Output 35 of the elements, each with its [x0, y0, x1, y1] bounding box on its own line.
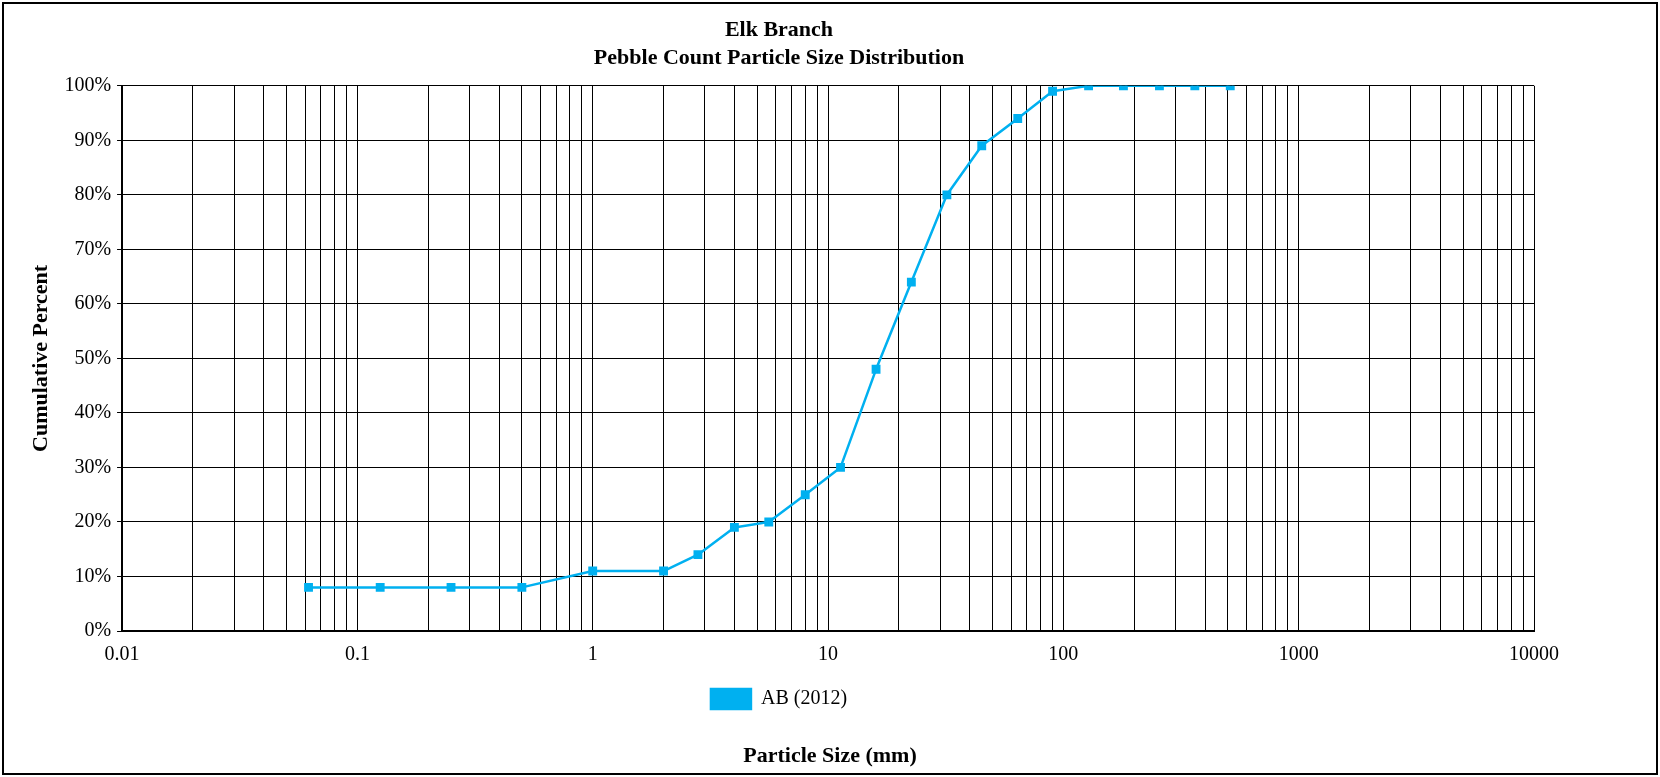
y-axis-title: Cumulative Percent: [26, 264, 52, 452]
y-tick-label: 0%: [84, 618, 112, 641]
x-axis-title: Particle Size (mm): [742, 742, 918, 768]
y-tick-label: 20%: [74, 509, 112, 532]
x-tick-label: 10: [818, 642, 839, 665]
y-tick-label: 10%: [74, 563, 112, 586]
x-tick-label: 1: [587, 642, 598, 665]
point: [906, 277, 916, 287]
y-tick-label: 90%: [74, 127, 112, 150]
point: [729, 522, 739, 532]
y-tick-label: 100%: [64, 73, 112, 96]
x-tick-label: 100: [1048, 642, 1079, 665]
point: [693, 550, 703, 560]
point: [764, 517, 774, 527]
x-tick-label: 0.1: [344, 642, 370, 665]
x-tick-label: 0.01: [104, 642, 140, 665]
y-tick-label: 50%: [74, 345, 112, 368]
point: [942, 190, 952, 200]
point: [659, 566, 668, 576]
chart-title: Elk Branch: [724, 15, 834, 41]
y-tick-label: 30%: [74, 454, 112, 477]
point: [800, 490, 810, 500]
point: [1048, 86, 1058, 96]
x-tick-label: 10000: [1509, 642, 1559, 665]
legend-label: AB (2012): [760, 686, 848, 710]
point: [1013, 114, 1023, 123]
y-tick-label: 40%: [74, 400, 112, 423]
y-tick-label: 70%: [74, 236, 112, 259]
chart-subtitle: Pebble Count Particle Size Distribution: [593, 44, 965, 70]
point: [977, 141, 987, 151]
y-tick-label: 60%: [74, 291, 112, 314]
point: [871, 364, 881, 374]
x-tick-label: 1000: [1278, 642, 1319, 665]
y-tick-label: 80%: [74, 182, 112, 205]
point: [836, 463, 845, 472]
